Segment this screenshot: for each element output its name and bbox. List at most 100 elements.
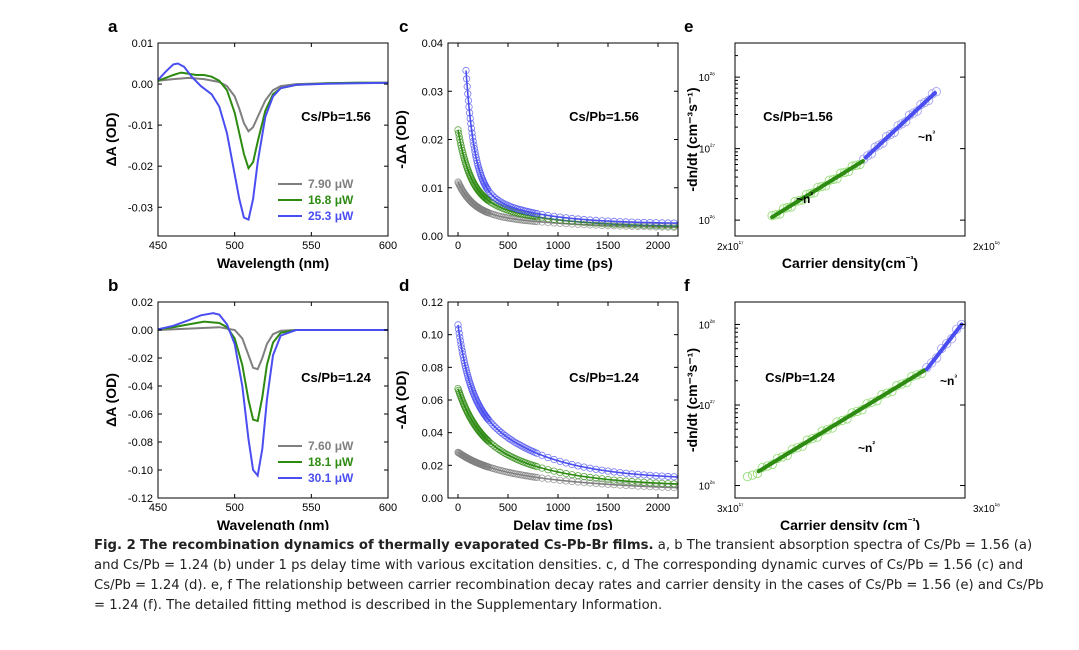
x-axis-label-c: Delay time (ps) [513, 255, 613, 271]
y-tick-label-d-0: 0.00 [422, 493, 443, 505]
fit-line-f-1 [924, 322, 964, 371]
x-tick-label-b-1: 500 [225, 502, 243, 514]
annotation-e: Cs/Pb=1.56 [763, 109, 833, 124]
data-point-c-2-43 [497, 198, 505, 206]
y-tick-label-d-3: 0.06 [422, 395, 443, 407]
y-tick-label-c-2: 0.02 [422, 135, 443, 147]
annotation-a: Cs/Pb=1.56 [301, 109, 371, 124]
x-tick-label-a-1: 500 [225, 240, 243, 252]
data-point-e-10 [805, 188, 815, 199]
fit-line-e-1 [863, 90, 937, 160]
x-axis-label-e: Carrier density(cm⁻³) [782, 254, 918, 271]
x-tick-label-d-3: 1500 [596, 502, 620, 514]
x-tick-label-c-1: 500 [499, 240, 517, 252]
x-tick-label-e-0: 2x10¹⁷ [717, 241, 744, 253]
y-axis-label-e: -dn/dt (cm⁻³s⁻¹) [684, 87, 700, 191]
data-point-d-1-75 [533, 463, 541, 471]
axes-frame-a [157, 42, 389, 237]
data-point-f-25 [867, 397, 877, 407]
y-tick-label-a-1: 0.00 [132, 79, 153, 91]
series-line-a-2 [157, 62, 389, 222]
figure-caption: Fig. 2 The recombination dynamics of the… [94, 536, 1054, 616]
annotation-f: Cs/Pb=1.24 [765, 370, 836, 385]
data-point-d-2-53 [489, 421, 497, 429]
data-point-c-2-41 [493, 195, 501, 204]
x-tick-label-d-4: 2000 [646, 502, 670, 514]
legend-label-b-2: 30.1 μW [308, 471, 354, 485]
chart-e [734, 42, 966, 237]
data-point-d-2-64 [511, 438, 519, 446]
y-axis-label-c: -ΔA (OD) [393, 110, 409, 169]
y-tick-label-d-4: 0.08 [422, 362, 443, 374]
data-point-f-28 [882, 388, 892, 398]
data-point-d-2-65 [513, 439, 521, 448]
y-tick-label-b-6: -0.10 [128, 465, 153, 477]
panel-letter-f: f [684, 276, 690, 295]
x-tick-label-c-4: 2000 [646, 240, 670, 252]
y-axis-label-a: ΔA (OD) [103, 113, 119, 167]
x-tick-label-b-0: 450 [149, 502, 167, 514]
y-tick-label-e-0: 10²⁶ [699, 215, 715, 227]
data-point-c-2-42 [495, 197, 503, 205]
fit-curve-d-0 [457, 451, 678, 489]
data-point-e-13 [817, 181, 827, 192]
y-tick-label-b-3: -0.04 [128, 381, 153, 393]
y-tick-label-a-3: -0.02 [128, 161, 153, 173]
y-tick-label-b-5: -0.08 [128, 437, 153, 449]
data-point-e-22 [851, 160, 861, 170]
axes-frame-b [157, 301, 389, 499]
x-tick-label-d-1: 500 [499, 502, 517, 514]
series-line-b-0 [157, 326, 388, 371]
annotation-d: Cs/Pb=1.24 [569, 370, 640, 385]
data-point-f-1 [747, 470, 758, 480]
data-point-c-2-36 [483, 185, 492, 193]
y-tick-label-c-3: 0.03 [422, 86, 443, 98]
data-point-f-34 [912, 370, 922, 380]
data-point-f-0 [742, 471, 753, 482]
y-tick-label-b-1: 0.00 [132, 325, 153, 337]
data-point-d-1-57 [497, 447, 505, 455]
x-tick-label-d-0: 0 [455, 502, 461, 514]
y-tick-label-a-4: -0.03 [128, 202, 153, 214]
data-point-f-37 [927, 358, 937, 368]
data-point-d-2-62 [507, 436, 515, 444]
x-axis-label-a: Wavelength (nm) [217, 255, 329, 271]
data-point-f-7 [777, 452, 788, 462]
chart-b [157, 301, 389, 499]
chart-d [447, 301, 679, 499]
y-tick-label-b-4: -0.06 [128, 409, 153, 421]
y-axis-label-d: -ΔA (OD) [393, 371, 409, 430]
data-point-d-2-51 [485, 416, 493, 424]
x-tick-label-c-0: 0 [455, 240, 461, 252]
y-tick-label-d-6: 0.12 [422, 297, 443, 309]
data-point-f-2 [752, 468, 763, 479]
x-axis-label-b: Wavelength (nm) [217, 517, 329, 530]
data-point-f-4 [762, 461, 773, 471]
y-tick-label-e-2: 10²⁸ [699, 72, 715, 84]
chart-c [447, 42, 679, 237]
data-point-e-4 [782, 203, 793, 213]
fit-label-f-0: ~n² [858, 440, 875, 455]
data-point-c-1-52 [487, 198, 495, 206]
panel-letter-c: c [399, 17, 408, 36]
panel-letter-d: d [399, 276, 409, 295]
data-point-e-1 [771, 210, 781, 220]
y-axis-label-b: ΔA (OD) [103, 373, 119, 427]
data-point-d-1-48 [483, 435, 491, 444]
series-line-b-1 [157, 320, 388, 423]
x-tick-label-f-1: 3x10¹⁸ [973, 503, 1000, 515]
axes-frame-e [734, 42, 966, 237]
x-tick-label-d-2: 1000 [546, 502, 570, 514]
data-point-c-2-38 [487, 190, 495, 198]
y-tick-label-f-0: 10²⁶ [699, 481, 715, 493]
y-tick-label-b-7: -0.12 [128, 493, 153, 505]
data-point-f-19 [837, 415, 847, 426]
data-point-d-2-63 [509, 437, 517, 445]
data-point-e-7 [794, 196, 804, 206]
y-tick-label-a-0: 0.01 [132, 38, 153, 50]
data-point-d-2-54 [491, 423, 499, 431]
fit-label-e-0: ~n² [796, 191, 813, 206]
data-point-c-1-49 [483, 196, 491, 204]
series-line-b-2 [157, 312, 388, 478]
data-point-d-1-59 [501, 449, 509, 457]
